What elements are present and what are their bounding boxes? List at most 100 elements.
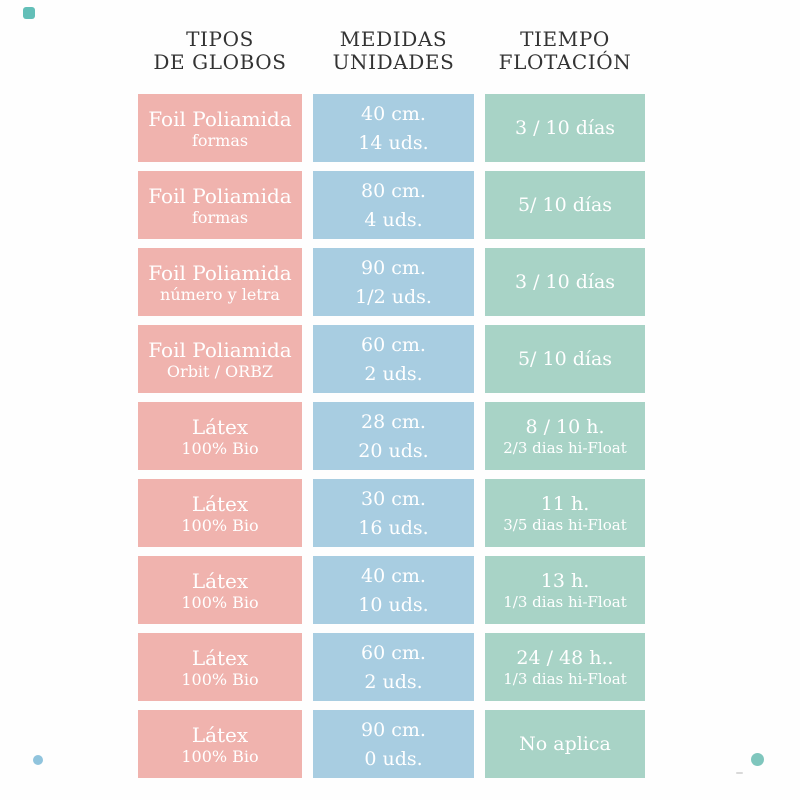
tipo-line2: formas — [191, 207, 249, 227]
tipo-line2: 100% Bio — [181, 746, 259, 766]
table-row: Látex 100% Bio 28 cm. 20 uds. 8 / 10 h. … — [138, 402, 645, 470]
tiempo-line1: 5/ 10 días — [517, 348, 613, 370]
tipo-cell: Látex 100% Bio — [138, 633, 302, 701]
medida-line1: 80 cm. — [361, 180, 426, 202]
tipo-cell: Foil Poliamida formas — [138, 171, 302, 239]
tipo-line2: Orbit / ORBZ — [166, 361, 274, 381]
medida-line2: 4 uds. — [364, 209, 423, 231]
medida-line2: 2 uds. — [364, 671, 423, 693]
column-header-medidas: MEDIDAS UNIDADES — [313, 28, 474, 74]
tiempo-cell: No aplica — [485, 710, 645, 778]
medidas-cell: 40 cm. 10 uds. — [313, 556, 474, 624]
medida-line1: 40 cm. — [361, 103, 426, 125]
header-line: TIEMPO — [520, 27, 610, 51]
tiempo-line1: 3 / 10 días — [514, 117, 616, 139]
medida-line1: 28 cm. — [361, 411, 426, 433]
tipo-line2: 100% Bio — [181, 438, 259, 458]
confetti-dot-icon — [23, 7, 35, 19]
tipo-cell: Látex 100% Bio — [138, 402, 302, 470]
tiempo-cell: 3 / 10 días — [485, 248, 645, 316]
table-row: Látex 100% Bio 40 cm. 10 uds. 13 h. 1/3 … — [138, 556, 645, 624]
medida-line2: 1/2 uds. — [355, 286, 432, 308]
tiempo-line1: 13 h. — [540, 569, 590, 592]
tipo-cell: Foil Poliamida número y letra — [138, 248, 302, 316]
tipo-line1: Foil Poliamida — [148, 183, 292, 208]
tipo-cell: Látex 100% Bio — [138, 479, 302, 547]
medida-line2: 2 uds. — [364, 363, 423, 385]
tiempo-cell: 13 h. 1/3 dias hi-Float — [485, 556, 645, 624]
tipo-line2: formas — [191, 130, 249, 150]
header-line: DE GLOBOS — [153, 50, 287, 74]
medidas-cell: 40 cm. 14 uds. — [313, 94, 474, 162]
medidas-cell: 28 cm. 20 uds. — [313, 402, 474, 470]
confetti-dot-icon — [751, 753, 764, 766]
tipo-line1: Látex — [191, 568, 249, 593]
table-row: Foil Poliamida formas 80 cm. 4 uds. 5/ 1… — [138, 171, 645, 239]
tiempo-cell: 8 / 10 h. 2/3 dias hi-Float — [485, 402, 645, 470]
table-row: Látex 100% Bio 90 cm. 0 uds. No aplica — [138, 710, 645, 778]
tiempo-line2: 2/3 dias hi-Float — [503, 438, 627, 457]
tipo-line1: Foil Poliamida — [148, 106, 292, 131]
medida-line2: 16 uds. — [358, 517, 429, 539]
tiempo-line1: 8 / 10 h. — [525, 415, 605, 438]
medida-line1: 40 cm. — [361, 565, 426, 587]
tipo-line2: 100% Bio — [181, 669, 259, 689]
tiempo-cell: 11 h. 3/5 dias hi-Float — [485, 479, 645, 547]
confetti-dot-icon — [33, 755, 43, 765]
tiempo-line1: 11 h. — [540, 492, 590, 515]
tipo-line2: número y letra — [160, 284, 280, 304]
tipo-cell: Látex 100% Bio — [138, 556, 302, 624]
tiempo-cell: 5/ 10 días — [485, 171, 645, 239]
tiempo-line1: 3 / 10 días — [514, 271, 616, 293]
tipo-cell: Látex 100% Bio — [138, 710, 302, 778]
medidas-cell: 30 cm. 16 uds. — [313, 479, 474, 547]
confetti-dash-icon — [736, 772, 743, 774]
table-row: Látex 100% Bio 30 cm. 16 uds. 11 h. 3/5 … — [138, 479, 645, 547]
medida-line2: 0 uds. — [364, 748, 423, 770]
table-header-row: TIPOS DE GLOBOS MEDIDAS UNIDADES TIEMPO … — [138, 28, 645, 74]
medida-line1: 90 cm. — [361, 257, 426, 279]
header-line: MEDIDAS — [339, 27, 448, 51]
medida-line1: 30 cm. — [361, 488, 426, 510]
tiempo-cell: 24 / 48 h.. 1/3 dias hi-Float — [485, 633, 645, 701]
tipo-line1: Foil Poliamida — [148, 260, 292, 285]
medida-line1: 60 cm. — [361, 642, 426, 664]
column-header-tipos: TIPOS DE GLOBOS — [138, 28, 302, 74]
tipo-line1: Látex — [191, 414, 249, 439]
medida-line2: 20 uds. — [358, 440, 429, 462]
tipo-line2: 100% Bio — [181, 592, 259, 612]
medida-line1: 90 cm. — [361, 719, 426, 741]
tiempo-line2: 1/3 dias hi-Float — [503, 592, 627, 611]
tiempo-cell: 5/ 10 días — [485, 325, 645, 393]
tiempo-line1: 24 / 48 h.. — [516, 646, 614, 669]
tiempo-line1: No aplica — [519, 733, 611, 755]
tipo-cell: Foil Poliamida formas — [138, 94, 302, 162]
tiempo-line1: 5/ 10 días — [517, 194, 613, 216]
header-line: TIPOS — [186, 27, 254, 51]
tipo-cell: Foil Poliamida Orbit / ORBZ — [138, 325, 302, 393]
table-row: Látex 100% Bio 60 cm. 2 uds. 24 / 48 h..… — [138, 633, 645, 701]
tiempo-cell: 3 / 10 días — [485, 94, 645, 162]
table-body: Foil Poliamida formas 40 cm. 14 uds. 3 /… — [138, 94, 645, 787]
medidas-cell: 90 cm. 1/2 uds. — [313, 248, 474, 316]
tipo-line1: Látex — [191, 645, 249, 670]
medidas-cell: 60 cm. 2 uds. — [313, 325, 474, 393]
column-header-tiempo: TIEMPO FLOTACIÓN — [485, 28, 645, 74]
header-line: FLOTACIÓN — [498, 50, 632, 74]
tipo-line2: 100% Bio — [181, 515, 259, 535]
table-row: Foil Poliamida formas 40 cm. 14 uds. 3 /… — [138, 94, 645, 162]
tipo-line1: Látex — [191, 491, 249, 516]
table-row: Foil Poliamida Orbit / ORBZ 60 cm. 2 uds… — [138, 325, 645, 393]
tipo-line1: Látex — [191, 722, 249, 747]
medida-line2: 14 uds. — [358, 132, 429, 154]
table-row: Foil Poliamida número y letra 90 cm. 1/2… — [138, 248, 645, 316]
medidas-cell: 90 cm. 0 uds. — [313, 710, 474, 778]
medida-line1: 60 cm. — [361, 334, 426, 356]
medida-line2: 10 uds. — [358, 594, 429, 616]
medidas-cell: 80 cm. 4 uds. — [313, 171, 474, 239]
tiempo-line2: 3/5 dias hi-Float — [503, 515, 627, 534]
tipo-line1: Foil Poliamida — [148, 337, 292, 362]
tiempo-line2: 1/3 dias hi-Float — [503, 669, 627, 688]
medidas-cell: 60 cm. 2 uds. — [313, 633, 474, 701]
